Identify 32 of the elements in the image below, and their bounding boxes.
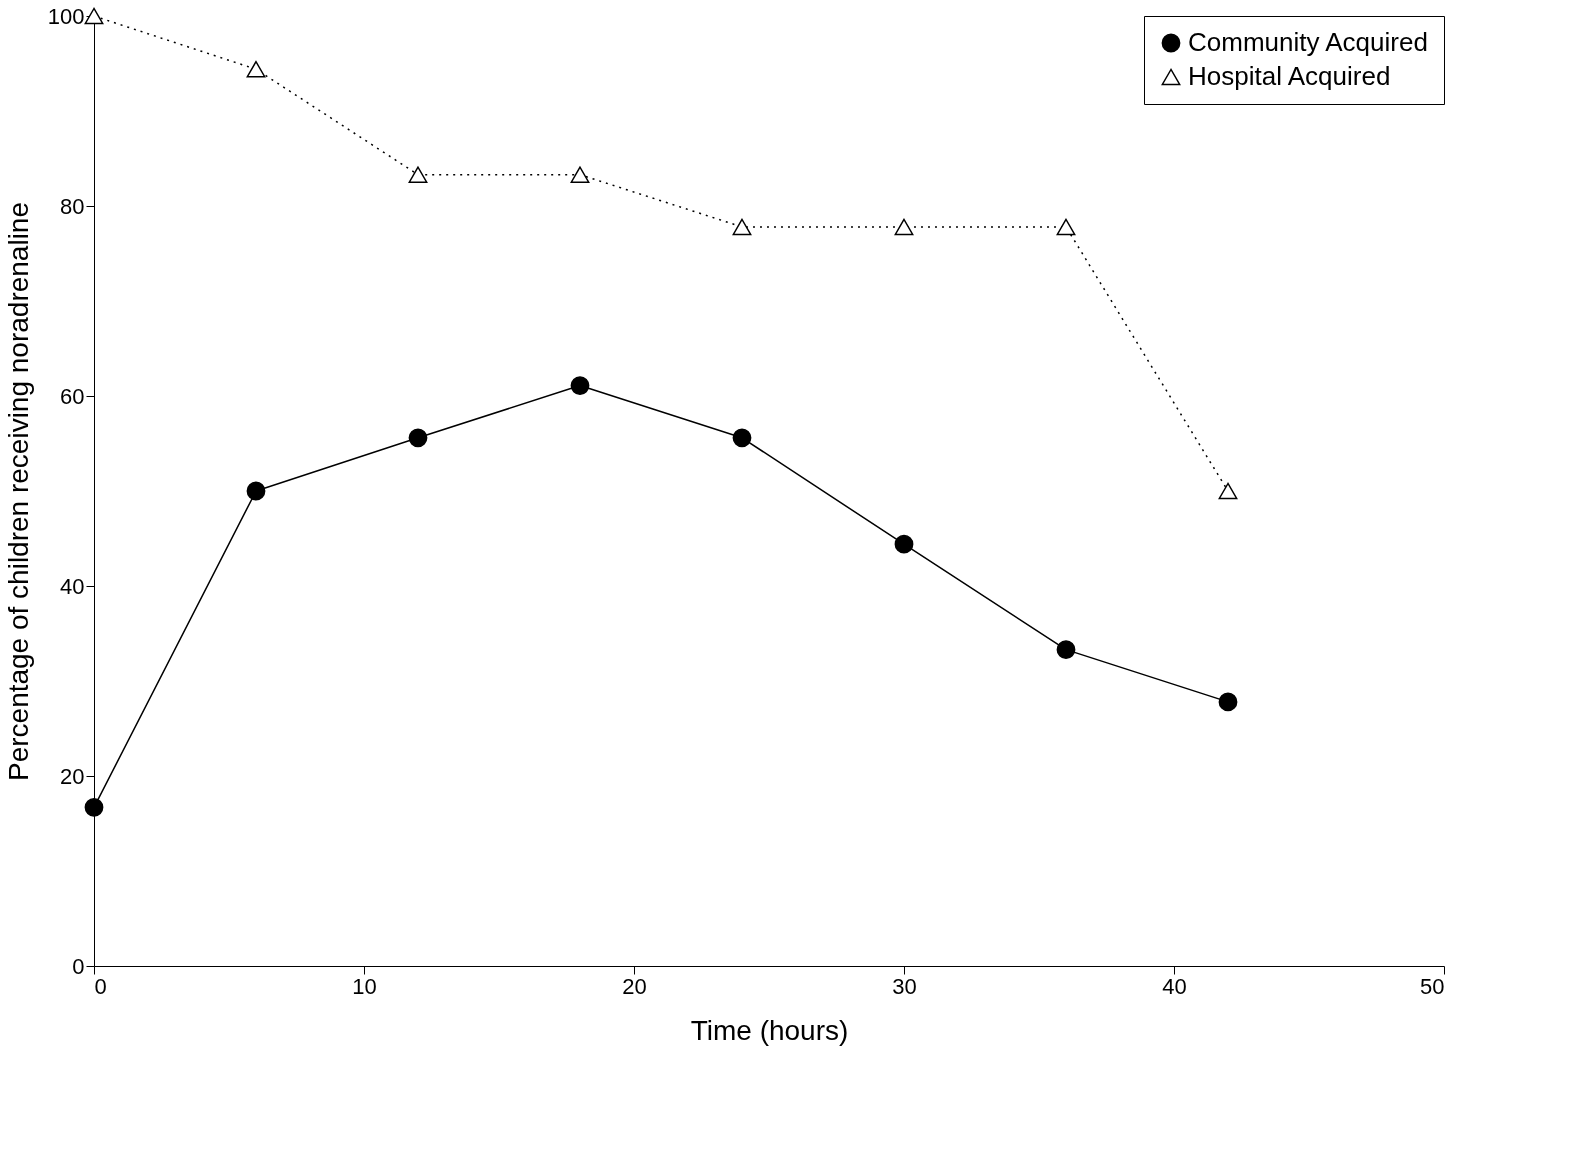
point bbox=[732, 218, 752, 236]
legend-label: Community Acquired bbox=[1188, 27, 1428, 57]
point bbox=[408, 428, 428, 448]
point bbox=[570, 376, 590, 395]
point bbox=[84, 797, 104, 817]
point bbox=[1218, 692, 1238, 712]
point bbox=[1056, 218, 1076, 236]
legend-label: Hospital Acquired bbox=[1188, 61, 1391, 91]
y-tick-label: 40 bbox=[60, 573, 85, 599]
point bbox=[732, 428, 752, 448]
x-tick-label: 50 bbox=[1420, 973, 1445, 999]
x-tick-label: 10 bbox=[352, 973, 377, 999]
y-tick-label: 0 bbox=[72, 953, 85, 979]
point bbox=[246, 60, 266, 78]
point bbox=[1218, 482, 1238, 500]
y-tick-label: 20 bbox=[60, 763, 85, 789]
point bbox=[84, 7, 104, 25]
y-tick-label: 60 bbox=[60, 383, 85, 409]
x-axis-title: Time (hours) bbox=[690, 1014, 849, 1046]
x-tick-label: 30 bbox=[892, 973, 917, 999]
point bbox=[570, 166, 590, 183]
point bbox=[408, 166, 428, 183]
y-axis-title: Percentage of children receiving noradrenaline bbox=[2, 201, 34, 782]
x-tick-label: 20 bbox=[622, 973, 647, 999]
point bbox=[894, 534, 914, 554]
point bbox=[894, 218, 914, 236]
x-tick-label: 40 bbox=[1162, 973, 1187, 999]
point bbox=[246, 481, 266, 501]
x-tick-label: 0 bbox=[94, 973, 107, 999]
y-tick-label: 100 bbox=[47, 3, 85, 29]
y-tick-label: 80 bbox=[60, 193, 85, 219]
point bbox=[1056, 640, 1076, 660]
